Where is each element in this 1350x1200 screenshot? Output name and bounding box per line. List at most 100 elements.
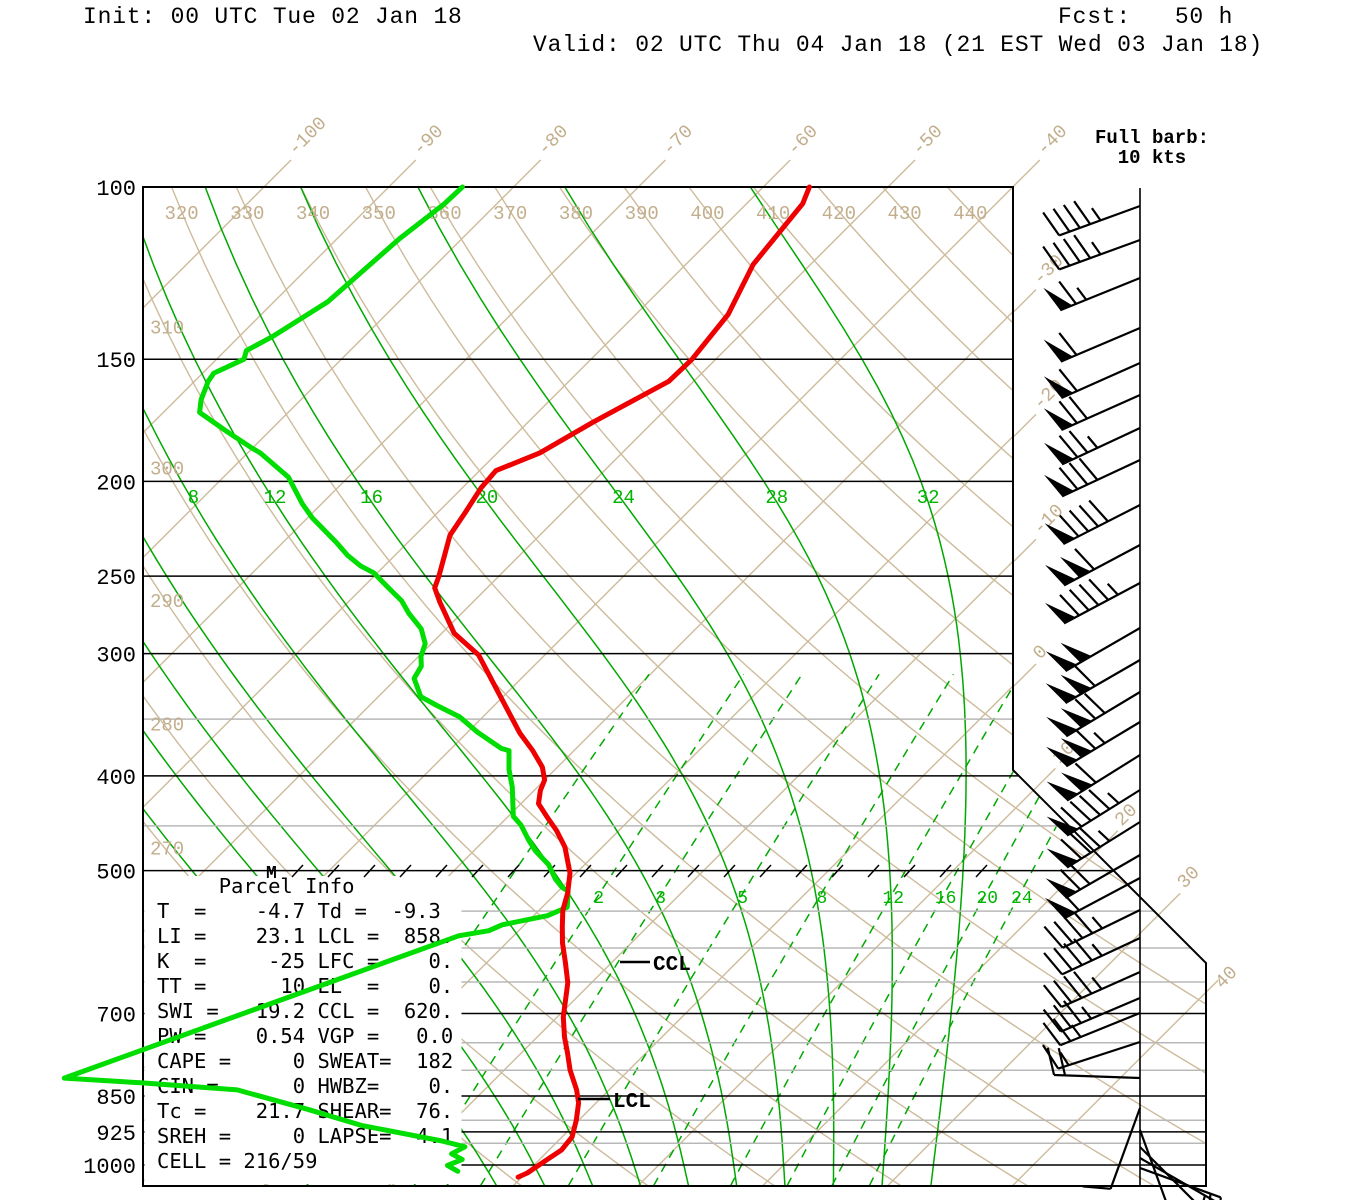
theta-label-left: 280 bbox=[150, 715, 184, 737]
moist-adiabat-label: 20 bbox=[475, 487, 498, 509]
dry-adiabat-line bbox=[300, 187, 1206, 1186]
wind-barb bbox=[1046, 691, 1141, 738]
parcel-info-line: TT = 10 EL = 0. bbox=[157, 974, 453, 998]
moist-adiabat-label: 24 bbox=[612, 487, 635, 509]
mixing-ratio-line bbox=[786, 673, 1071, 1186]
mixing-ratio-label: 20 bbox=[976, 889, 998, 909]
dry-adiabat-line bbox=[235, 187, 1206, 1186]
wind-barb bbox=[1042, 1040, 1141, 1070]
mixing-ratio-label: 8 bbox=[816, 889, 827, 909]
moist-adiabat-line bbox=[749, 187, 967, 1186]
wind-barb bbox=[1139, 1146, 1195, 1200]
wind-barb bbox=[1043, 361, 1141, 399]
theta-label: 400 bbox=[690, 203, 724, 225]
wind-barb bbox=[1044, 544, 1141, 587]
parcel-info-line: SWI = 19.2 CCL = 620. bbox=[157, 999, 453, 1023]
isotherm-line bbox=[387, 187, 1206, 1186]
theta-label-left: 310 bbox=[150, 318, 184, 340]
forecast-hour-label: Fcst: 50 h bbox=[1058, 4, 1234, 30]
moist-adiabat-label: 32 bbox=[917, 487, 940, 509]
pressure-axis-label: 400 bbox=[96, 766, 136, 791]
parcel-info-line: LI = 23.1 LCL = 858. bbox=[157, 924, 453, 948]
moist-adiabat-line bbox=[564, 187, 894, 1186]
dry-adiabat-line bbox=[0, 187, 142, 1186]
wind-barb bbox=[1043, 937, 1141, 976]
isotherm-line bbox=[143, 187, 515, 1186]
wind-barb bbox=[1045, 854, 1141, 899]
wind-barb bbox=[1042, 200, 1141, 237]
dewpoint-curve bbox=[61, 184, 571, 1174]
mixing-ratio-line bbox=[652, 673, 955, 1186]
mixing-ratio-line bbox=[567, 673, 880, 1186]
wind-barb bbox=[1046, 754, 1141, 802]
wind-barb bbox=[1042, 996, 1141, 1033]
wind-barb bbox=[1042, 970, 1141, 1008]
moist-adiabat-label: 8 bbox=[188, 487, 199, 509]
isotherm-line bbox=[143, 187, 889, 1186]
mixing-ratio-line bbox=[831, 673, 1109, 1186]
dry-adiabat-line bbox=[558, 187, 1206, 1186]
dry-adiabat-line bbox=[143, 187, 1028, 1186]
plot-border bbox=[142, 186, 1207, 1187]
pressure-axis-label: 150 bbox=[96, 349, 136, 374]
isotherm-label: 0 bbox=[1029, 641, 1053, 665]
isotherm-label: -70 bbox=[658, 120, 698, 160]
wind-barb bbox=[1139, 1166, 1222, 1200]
wind-barb bbox=[1046, 789, 1141, 837]
mixing-ratio-label: 24 bbox=[1011, 889, 1033, 909]
pressure-axis-label: 300 bbox=[96, 644, 136, 669]
theta-label: 350 bbox=[362, 203, 396, 225]
isotherm-line bbox=[143, 187, 764, 1186]
wind-barb bbox=[1044, 427, 1141, 466]
pressure-axis-label: 850 bbox=[96, 1086, 136, 1111]
theta-label: 390 bbox=[625, 203, 659, 225]
hatch-marks-500mb: M bbox=[266, 864, 988, 884]
wind-barb bbox=[1042, 234, 1141, 271]
moist-adiabat-line bbox=[417, 187, 835, 1186]
isotherm-label: -60 bbox=[783, 120, 823, 160]
mixing-ratio-label: 12 bbox=[882, 889, 904, 909]
mixing-ratio-line bbox=[479, 673, 803, 1186]
pressure-axis-labels: 100 150 200 250 300 400 500 700 850 925 1000 bbox=[83, 177, 136, 1180]
valid-time-label: Valid: 02 UTC Thu 04 Jan 18 (21 EST Wed … bbox=[533, 32, 1264, 58]
dry-adiabat-line bbox=[882, 187, 1206, 1186]
isotherm-label: -40 bbox=[1032, 120, 1072, 160]
wind-barb bbox=[1139, 1157, 1215, 1200]
wind-barb bbox=[1046, 721, 1141, 768]
wind-barb bbox=[1043, 393, 1141, 431]
wind-barb bbox=[1046, 1047, 1141, 1080]
wind-barb bbox=[1042, 1011, 1141, 1047]
parcel-info-line: CELL = 216/59 bbox=[157, 1149, 317, 1173]
isotherm-label: 30 bbox=[1173, 862, 1205, 894]
theta-label: 370 bbox=[493, 203, 527, 225]
isotherm-line bbox=[143, 187, 639, 1186]
barb-legend-line1: Full barb: bbox=[1095, 127, 1209, 149]
wind-barb bbox=[1043, 909, 1141, 949]
isotherm-label: -100 bbox=[284, 112, 332, 160]
dry-adiabat-line bbox=[494, 187, 1206, 1186]
wind-barb bbox=[1045, 627, 1141, 672]
wind-barb bbox=[1045, 659, 1141, 704]
dry-adiabat-line bbox=[143, 187, 902, 1186]
isotherm-line bbox=[1011, 187, 1206, 1186]
theta-label: 430 bbox=[887, 203, 921, 225]
temperature-curve bbox=[432, 184, 812, 1180]
mixing-ratio-line bbox=[413, 673, 745, 1186]
moist-adiabat-label: 28 bbox=[765, 487, 788, 509]
wind-barb bbox=[1043, 276, 1141, 312]
pressure-axis-label: 250 bbox=[96, 566, 136, 591]
wind-barb bbox=[1082, 1107, 1142, 1190]
theta-label: 420 bbox=[822, 203, 856, 225]
isotherm-label: -50 bbox=[908, 120, 948, 160]
pressure-axis-label: 925 bbox=[96, 1122, 136, 1147]
wind-barb-column bbox=[1042, 188, 1222, 1200]
theta-label: 330 bbox=[230, 203, 264, 225]
wind-barb bbox=[1043, 326, 1141, 363]
dry-adiabat-line bbox=[623, 187, 1206, 1186]
wind-barb bbox=[1044, 457, 1141, 498]
theta-label-left: 270 bbox=[150, 838, 184, 860]
isotherm-label: -80 bbox=[533, 120, 573, 160]
lcl-label: LCL bbox=[613, 1091, 651, 1114]
